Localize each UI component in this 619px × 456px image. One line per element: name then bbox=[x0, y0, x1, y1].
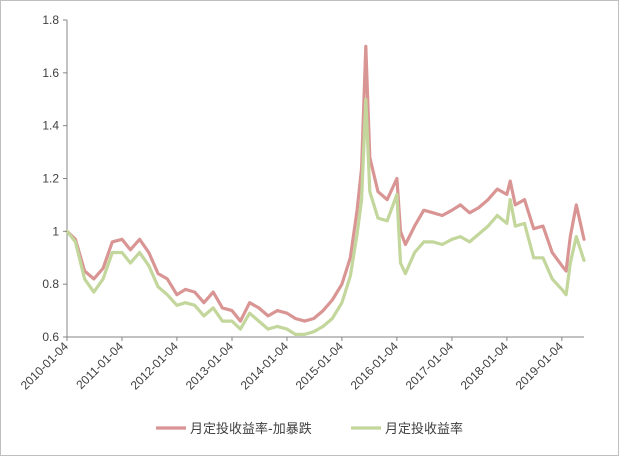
y-axis-ticks: 0.6 0.8 1 1.2 1.4 1.6 1.8 bbox=[42, 13, 67, 344]
legend-label-1: 月定投收益率 bbox=[385, 421, 463, 437]
y-tick-label: 0.8 bbox=[42, 277, 59, 291]
y-tick-label: 1.4 bbox=[42, 119, 59, 133]
legend-label-0: 月定投收益率-加暴跌 bbox=[190, 421, 312, 437]
x-tick-label: 2015-01-04 bbox=[293, 339, 347, 393]
legend: 月定投收益率-加暴跌 月定投收益率 bbox=[156, 421, 463, 437]
x-tick-label: 2017-01-04 bbox=[403, 339, 457, 393]
x-tick-label: 2013-01-04 bbox=[183, 339, 237, 393]
x-tick-label: 2011-01-04 bbox=[73, 339, 126, 392]
x-tick-label: 2014-01-04 bbox=[238, 339, 292, 393]
x-tick-label: 2012-01-04 bbox=[128, 339, 182, 393]
y-tick-label: 0.6 bbox=[42, 330, 59, 344]
series-line-1 bbox=[65, 97, 586, 336]
x-axis-ticks: 2010-01-04 2011-01-04 2012-01-04 2013-01-04… bbox=[18, 337, 566, 393]
x-tick-label: 2010-01-04 bbox=[18, 339, 72, 393]
y-tick-label: 1.6 bbox=[42, 66, 59, 80]
x-tick-label: 2018-01-04 bbox=[458, 339, 512, 393]
series-line-0 bbox=[65, 44, 586, 323]
x-tick-label: 2016-01-04 bbox=[348, 339, 402, 393]
y-tick-label: 1.2 bbox=[42, 172, 59, 186]
y-tick-label: 1.8 bbox=[42, 13, 59, 27]
x-tick-label: 2019-01-04 bbox=[513, 339, 567, 393]
plot-area bbox=[65, 20, 586, 338]
y-tick-label: 1 bbox=[52, 224, 59, 238]
